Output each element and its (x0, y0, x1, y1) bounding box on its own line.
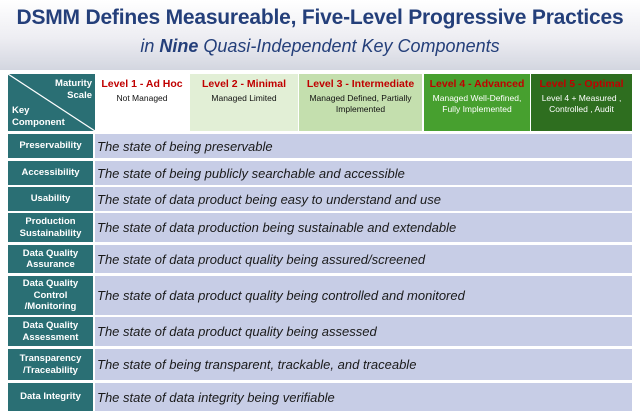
level-4-header: Level 4 - Advanced Managed Well-Defined,… (424, 74, 530, 131)
page-title: DSMM Defines Measureable, Five-Level Pro… (16, 6, 624, 29)
level-name: Level 3 - Intermediate (306, 78, 415, 90)
level-name: Level 1 - Ad Hoc (101, 78, 183, 90)
component-description: The state of being publicly searchable a… (95, 161, 632, 185)
component-description: The state of data integrity being verifi… (95, 383, 632, 411)
component-label-preservability: Preservability (8, 134, 93, 158)
component-label-production-sustainability: Production Sustainability (8, 213, 93, 242)
diagonal-divider (8, 74, 95, 131)
component-description: The state of data product quality being … (95, 276, 632, 315)
component-description: The state of data production being susta… (95, 213, 632, 242)
level-description: Managed Limited (211, 93, 277, 103)
maturity-scale-label: Maturity Scale (55, 78, 92, 101)
level-description: Level 4 + Measured , Controlled , Audit (541, 93, 622, 114)
subtitle-prefix: in (140, 36, 160, 56)
level-5-header: Level 5 - Optimal Level 4 + Measured , C… (531, 74, 632, 131)
level-description: Managed Well-Defined, Fully Implemented (432, 93, 522, 114)
component-description: The state of being preservable (95, 134, 632, 158)
matrix-corner-cell: Maturity Scale Key Component (8, 74, 95, 131)
level-name: Level 2 - Minimal (201, 78, 287, 90)
component-label-data-quality-assessment: Data Quality Assessment (8, 317, 93, 346)
component-label-data-integrity: Data Integrity (8, 383, 93, 411)
title-banner: DSMM Defines Measureable, Five-Level Pro… (0, 0, 640, 70)
component-description: The state of data product quality being … (95, 245, 632, 273)
component-label-usability: Usability (8, 187, 93, 211)
level-name: Level 5 - Optimal (539, 78, 624, 90)
page-subtitle: in Nine Quasi-Independent Key Components (0, 36, 640, 57)
key-component-label: Key Component (12, 105, 65, 128)
component-description: The state of being transparent, trackabl… (95, 349, 632, 380)
component-description: The state of data product being easy to … (95, 187, 632, 211)
subtitle-suffix: Quasi-Independent Key Components (198, 36, 500, 56)
level-1-header: Level 1 - Ad Hoc Not Managed (96, 74, 188, 131)
component-label-accessibility: Accessibility (8, 161, 93, 185)
subtitle-emphasis: Nine (159, 36, 199, 56)
level-description: Not Managed (116, 93, 168, 103)
level-3-header: Level 3 - Intermediate Managed Defined, … (299, 74, 422, 131)
component-label-transparency-traceability: Transparency /Traceability (8, 349, 93, 380)
component-label-data-quality-control: Data Quality Control /Monitoring (8, 276, 93, 315)
component-description: The state of data product quality being … (95, 317, 632, 346)
level-description: Managed Defined, Partially Implemented (309, 93, 412, 114)
level-2-header: Level 2 - Minimal Managed Limited (190, 74, 298, 131)
level-name: Level 4 - Advanced (429, 78, 525, 90)
component-label-data-quality-assurance: Data Quality Assurance (8, 245, 93, 273)
